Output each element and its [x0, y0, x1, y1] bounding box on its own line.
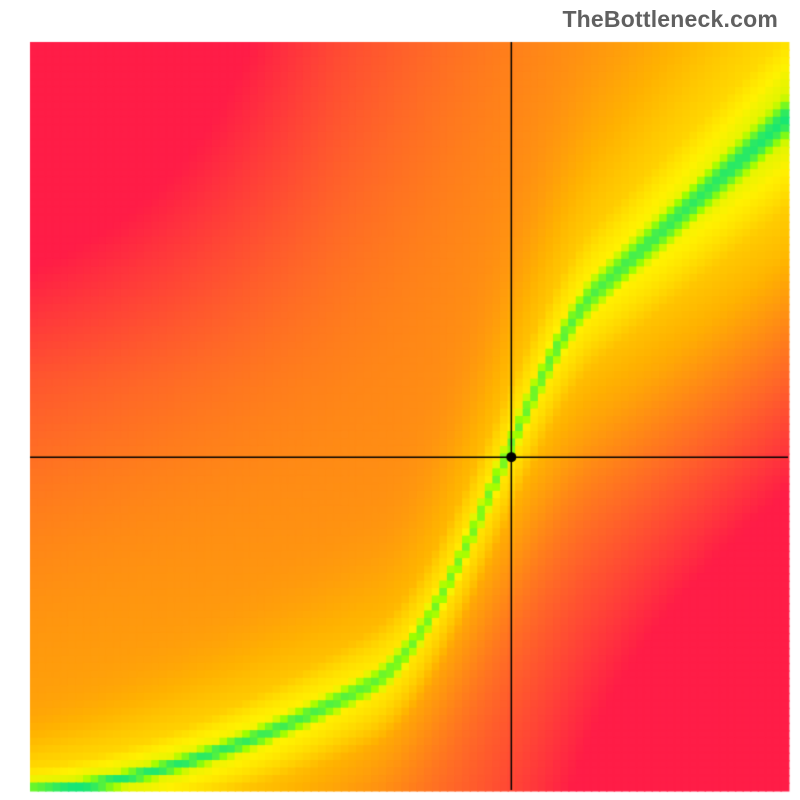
watermark-text: TheBottleneck.com: [562, 6, 778, 33]
heatmap-canvas: [0, 0, 800, 800]
chart-container: { "watermark": "TheBottleneck.com", "plo…: [0, 0, 800, 800]
